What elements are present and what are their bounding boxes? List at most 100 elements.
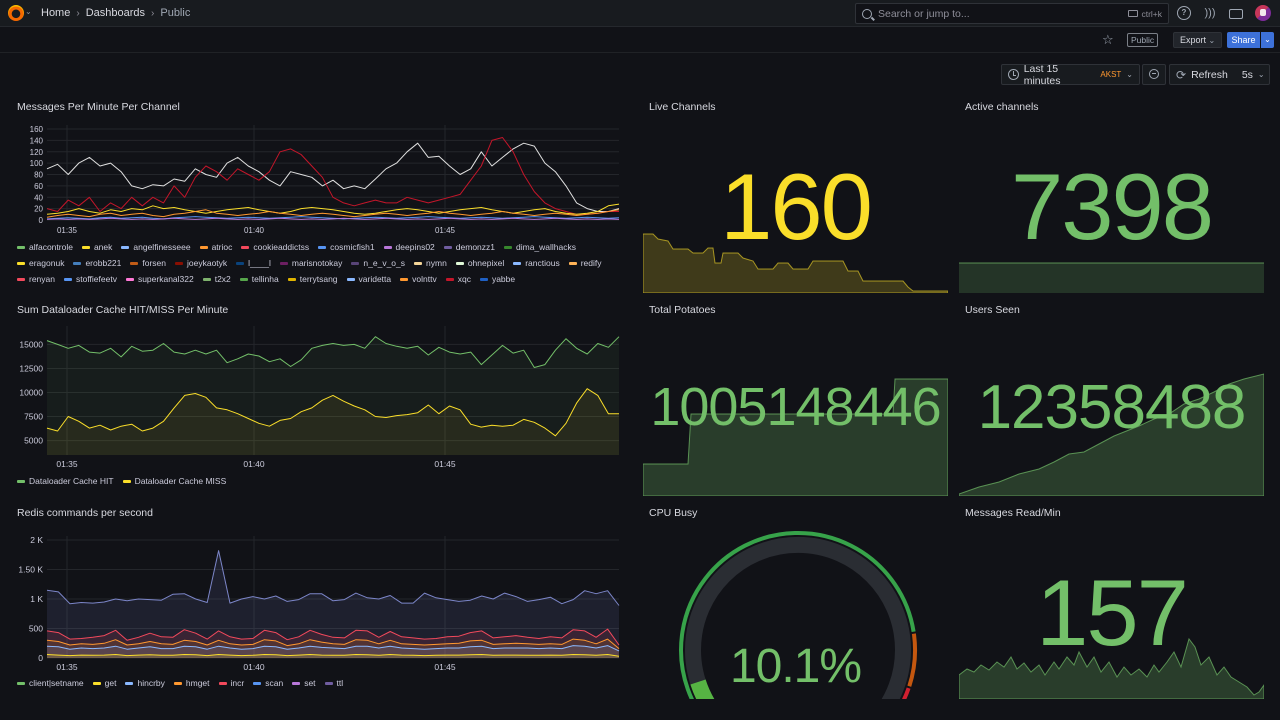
legend-item[interactable]: t2x2 (202, 273, 231, 285)
monitor-icon[interactable] (1229, 8, 1243, 19)
legend-item[interactable]: cookieaddictss (241, 241, 309, 253)
legend-swatch (236, 261, 245, 265)
series-line-Dataloader Cache MISS[interactable] (46, 388, 619, 437)
legend-item[interactable]: angelfinesseee (121, 241, 191, 253)
legend-label: demonzz1 (455, 242, 495, 252)
refresh-interval[interactable]: 5s (1241, 68, 1253, 81)
legend-swatch (199, 245, 208, 249)
help-icon[interactable]: ? (1177, 6, 1191, 20)
grafana-logo-icon[interactable] (8, 5, 24, 21)
breadcrumb-home[interactable]: Home (41, 7, 71, 19)
legend-item[interactable]: Dataloader Cache MISS (122, 475, 226, 487)
legend-item[interactable]: forsen (130, 257, 166, 269)
legend-item[interactable]: yabbe (479, 273, 516, 285)
legend-item[interactable]: atrioc (199, 241, 232, 253)
search-input[interactable]: Search or jump to... ctrl+k (855, 3, 1169, 24)
x-tick-label: 01:40 (244, 226, 265, 235)
legend-item[interactable]: ohnepixel (455, 257, 504, 269)
series-line-atrioc[interactable] (46, 137, 619, 215)
series-line-cosmicfish1[interactable] (46, 216, 620, 220)
legend-item[interactable]: renyan (17, 273, 55, 285)
series-line-ttl[interactable] (46, 550, 620, 606)
gauge-track (685, 536, 911, 699)
legend-item[interactable]: ranctious (513, 257, 560, 269)
legend-item[interactable]: hincrby (125, 677, 165, 689)
panel-title[interactable]: Sum Dataloader Cache HIT/MISS Per Minute (17, 304, 229, 316)
series-line-hincrby[interactable] (46, 645, 620, 652)
series-line-Dataloader Cache HIT[interactable] (46, 336, 620, 368)
legend-item[interactable]: dima_wallhacks (504, 241, 576, 253)
legend-item[interactable]: anek (81, 241, 112, 253)
legend-label: get (104, 678, 117, 688)
legend-item[interactable]: xqc (445, 273, 471, 285)
panel-title[interactable]: Messages Per Minute Per Channel (17, 101, 180, 113)
panel-title[interactable]: CPU Busy (649, 507, 698, 519)
legend-item[interactable]: client|setname (17, 677, 84, 689)
avatar[interactable] (1255, 5, 1271, 21)
legend-label: yabbe (491, 274, 516, 284)
breadcrumb-dashboards[interactable]: Dashboards (85, 7, 146, 19)
rss-icon[interactable]: ))) (1204, 7, 1216, 19)
time-range-picker[interactable]: Last 15 minutes AKST ⌄ (1001, 62, 1140, 87)
export-button[interactable]: Export ⌄ (1173, 32, 1223, 48)
series-line-alfacontrole[interactable] (46, 142, 620, 212)
series-line-incr[interactable] (46, 638, 620, 649)
star-icon[interactable]: ☆ (1102, 32, 1114, 47)
legend-item[interactable]: hmget (173, 677, 210, 689)
legend-swatch (241, 245, 250, 249)
legend-item[interactable]: erobb221 (73, 257, 121, 269)
legend-item[interactable]: nymn (414, 257, 447, 269)
chevron-down-icon: ⌄ (1257, 70, 1265, 79)
legend-item[interactable]: l____l (236, 257, 271, 269)
legend-swatch (568, 261, 577, 265)
timeseries-chart[interactable]: 0 500 1 K 1.50 K 2 K 01:35 01:40 01:45 (17, 527, 629, 697)
legend-item[interactable]: incr (218, 677, 244, 689)
legend-swatch (130, 261, 139, 265)
series-line-hmget[interactable] (46, 628, 620, 646)
share-button[interactable]: Share (1227, 32, 1260, 48)
legend-item[interactable]: marisnotokay (279, 257, 342, 269)
legend-item[interactable]: terrytsang (287, 273, 338, 285)
legend-swatch (125, 277, 134, 281)
legend-item[interactable]: varidetta (346, 273, 391, 285)
legend-item[interactable]: redify (568, 257, 602, 269)
series-line-forsen[interactable] (46, 209, 620, 218)
y-tick-label: 120 (30, 148, 44, 157)
panel-title[interactable]: Live Channels (649, 101, 716, 113)
legend-item[interactable]: set (292, 677, 316, 689)
refresh-button[interactable]: ⟳ Refresh 5s ⌄ (1169, 64, 1270, 85)
legend-item[interactable]: joeykaotyk (175, 257, 227, 269)
legend-item[interactable]: volnttv (400, 273, 437, 285)
legend-item[interactable]: alfacontrole (17, 241, 73, 253)
legend-item[interactable]: cosmicfish1 (318, 241, 375, 253)
legend-item[interactable]: tellinha (239, 273, 279, 285)
legend-item[interactable]: scan (253, 677, 283, 689)
zoom-out-button[interactable] (1142, 64, 1166, 85)
legend-item[interactable]: superkanal322 (125, 273, 194, 285)
clock-icon (1008, 69, 1019, 80)
series-line-deepins02[interactable] (46, 217, 620, 220)
legend-item[interactable]: stoffiefeetv (64, 273, 117, 285)
panel-title[interactable]: Total Potatoes (649, 304, 716, 316)
legend-item[interactable]: eragonuk (17, 257, 64, 269)
legend-item[interactable]: Dataloader Cache HIT (17, 475, 114, 487)
legend-item[interactable]: get (92, 677, 117, 689)
legend-item[interactable]: ttl (324, 677, 344, 689)
time-range-label: Last 15 minutes (1023, 62, 1061, 87)
legend-label: alfacontrole (29, 242, 73, 252)
chevron-down-icon[interactable]: ⌄ (25, 7, 32, 16)
panel-title[interactable]: Messages Read/Min (965, 507, 1061, 519)
legend-item[interactable]: demonzz1 (443, 241, 495, 253)
legend-item[interactable]: n_e_v_o_s (351, 257, 405, 269)
share-menu-chevron-icon[interactable]: ⌄ (1261, 32, 1274, 48)
legend-item[interactable]: deepins02 (383, 241, 435, 253)
panel-title[interactable]: Redis commands per second (17, 507, 153, 519)
legend-label: ttl (336, 678, 344, 688)
timeseries-chart[interactable]: 0 20 40 60 80 100 120 140 160 01:35 01:40 01:45 (17, 121, 629, 256)
legend-label: nymn (426, 258, 447, 268)
series-line-renyan[interactable] (46, 203, 620, 215)
series-line-get[interactable] (46, 654, 620, 657)
timeseries-chart[interactable]: 5000 7500 10000 12500 15000 01:35 01:40 01:45 (17, 324, 629, 494)
panel-title[interactable]: Active channels (965, 101, 1039, 113)
panel-title[interactable]: Users Seen (965, 304, 1020, 316)
